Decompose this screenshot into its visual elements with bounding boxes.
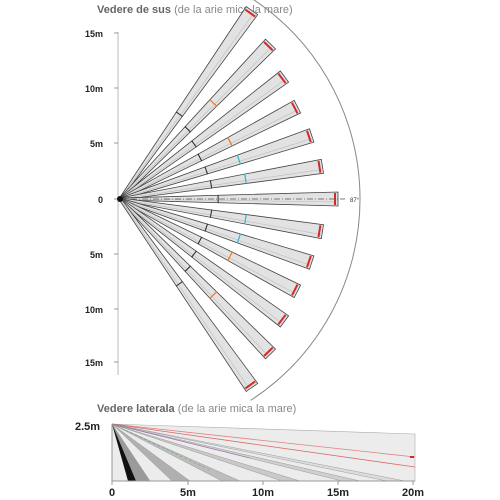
beam-tip	[291, 284, 299, 296]
beam-color-mark	[209, 291, 218, 299]
side-zone-line	[111, 423, 416, 458]
beam	[118, 197, 290, 328]
beam-inner-line	[119, 198, 250, 390]
top-tick-label: 5m	[90, 250, 103, 260]
top-view-diagram: 15m 10m 5m 0 5m 10m 15m 87°	[85, 0, 361, 401]
top-tick-label: 0	[98, 195, 103, 205]
top-view-title-bold: Vedere de sus	[97, 4, 171, 16]
beam-group	[117, 6, 345, 392]
beam-mark	[184, 265, 191, 272]
beam-mark	[197, 236, 203, 245]
side-view-title: Vedere laterala (de la arie mica la mare…	[97, 403, 296, 415]
beam-tip	[263, 41, 274, 52]
beam-inner-line	[119, 109, 299, 200]
beam-color-mark	[236, 154, 242, 165]
beam-color-mark	[236, 233, 242, 244]
beam-tip	[244, 380, 256, 390]
side-zone-line	[111, 423, 416, 468]
beam-mark	[204, 166, 208, 175]
range-arc	[250, 0, 361, 401]
side-tick-label: 10m	[252, 487, 274, 499]
beam-inner-line	[119, 138, 313, 200]
side-zone-near	[112, 424, 136, 481]
height-label: 2.5m	[75, 421, 100, 433]
beam-tip	[277, 72, 287, 84]
beam-color-mark	[244, 173, 247, 184]
beam-shape	[119, 128, 315, 201]
side-zone-line	[111, 423, 211, 471]
top-tick-label: 5m	[90, 139, 103, 149]
beam-color-mark	[209, 99, 218, 107]
beam-mark	[184, 126, 191, 133]
top-view-title-rest: (de la arie mica la mare)	[174, 4, 293, 16]
beam-inner-line	[119, 169, 323, 200]
beam-tip	[306, 255, 312, 268]
beam	[119, 128, 315, 201]
angle-label: 87°	[350, 198, 360, 204]
beam-tip	[317, 225, 322, 238]
beam-color-mark	[227, 251, 233, 261]
side-tick-label: 15m	[327, 487, 349, 499]
top-tick-label: 10m	[85, 305, 103, 315]
beam-tip	[306, 130, 312, 143]
beam-mark	[197, 153, 203, 162]
beam-inner-line	[119, 198, 269, 357]
beam-inner-line	[119, 198, 283, 325]
beam-mark	[175, 111, 183, 117]
beam-tip	[263, 346, 274, 357]
beam-shape	[118, 6, 259, 201]
side-zone-line	[111, 423, 251, 459]
side-view-title-rest: (de la arie mica la mare)	[177, 403, 297, 415]
beam	[118, 38, 277, 201]
side-tick-label: 5m	[180, 487, 196, 499]
beam-mark	[175, 281, 183, 287]
beam-inner-line	[119, 198, 322, 235]
beam-inner-line	[119, 12, 255, 200]
top-view-ticks: 15m 10m 5m 0 5m 10m 15m	[85, 29, 118, 368]
beam-inner-line	[119, 78, 287, 200]
top-tick-label: 15m	[85, 358, 103, 368]
beam-inner-line	[119, 45, 273, 200]
beam-tip	[277, 314, 287, 325]
beam-mark	[204, 223, 208, 232]
beam	[118, 197, 259, 392]
side-view-title-bold: Vedere laterala	[97, 403, 175, 415]
beam-inner-line	[119, 198, 311, 266]
side-view-diagram: 2.5m 0 5m 10m 15m 20m	[75, 421, 424, 499]
side-view-ticks: 0 5m 10m 15m 20m	[109, 481, 424, 499]
beam-mark	[209, 180, 213, 189]
top-view-title: Vedere de sus (de la arie mica la mare)	[97, 4, 293, 16]
top-tick-label: 15m	[85, 29, 103, 39]
beam-mark	[191, 250, 197, 258]
top-tick-label: 10m	[85, 84, 103, 94]
side-view-zones	[111, 423, 416, 482]
beam-color-mark	[227, 137, 233, 147]
beam-tip	[291, 102, 299, 114]
side-tick-label: 0	[109, 487, 115, 499]
beam-inner-line	[119, 198, 339, 203]
beam-mark	[209, 209, 213, 218]
beam-tip	[317, 160, 322, 173]
sensor-origin	[117, 196, 123, 202]
side-tick-label: 20m	[402, 487, 424, 499]
beam	[119, 197, 315, 270]
beam	[118, 6, 259, 201]
beam-tip	[244, 8, 256, 18]
beam-shape	[118, 197, 259, 392]
beam-mark	[191, 140, 197, 148]
beam-inner-line	[119, 198, 297, 295]
beam-color-mark	[244, 214, 247, 225]
